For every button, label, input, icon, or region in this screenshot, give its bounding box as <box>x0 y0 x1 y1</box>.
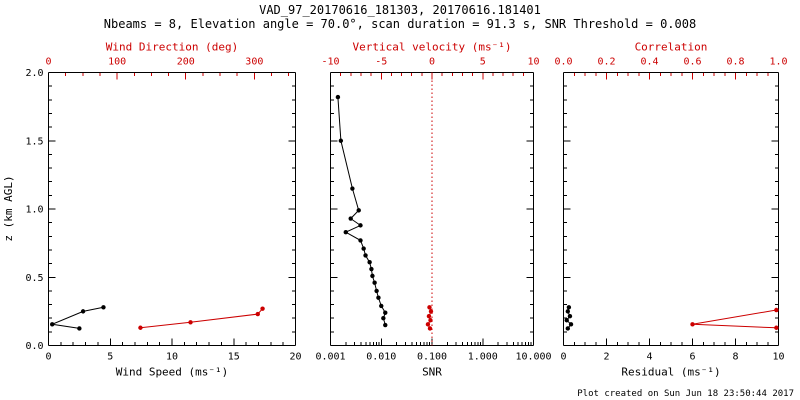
marker-snr <box>383 310 388 315</box>
x-tick-label: 5 <box>107 352 113 363</box>
top-tick-label: -10 <box>321 57 339 68</box>
top-tick-label: 0 <box>429 57 435 68</box>
marker-snr <box>363 253 368 258</box>
marker-snr <box>358 223 363 228</box>
marker-residual <box>568 322 574 327</box>
marker-snr <box>358 238 363 243</box>
y-axis-title: z (km AGL) <box>2 175 15 241</box>
marker-correlation <box>774 307 779 313</box>
top-axis-title: Wind Direction (deg) <box>106 41 238 54</box>
top-axis-title: Vertical velocity (ms⁻¹) <box>353 41 512 54</box>
x-tick-label: 15 <box>228 352 240 363</box>
marker-snr <box>383 322 388 328</box>
marker-snr <box>356 208 361 213</box>
top-tick-label: 0.0 <box>554 57 572 68</box>
x-tick-label: 0 <box>560 352 566 363</box>
x-tick-label: 0 <box>45 352 51 363</box>
y-tick-label: 1.5 <box>25 136 43 147</box>
marker-snr <box>379 303 384 309</box>
marker-residual <box>564 318 569 323</box>
top-tick-label: 300 <box>245 57 263 68</box>
x-tick-label: 1.000 <box>468 352 498 363</box>
x-tick-label: 4 <box>646 352 652 363</box>
bottom-axis-title: Wind Speed (ms⁻¹) <box>116 366 229 379</box>
marker-snr <box>369 266 374 272</box>
marker-snr <box>372 280 377 285</box>
plot-created-timestamp: Plot created on Sun Jun 18 23:50:44 2017 <box>577 389 794 399</box>
y-tick-label: 0.5 <box>25 273 43 284</box>
x-tick-label: 0.100 <box>417 352 447 363</box>
marker-snr <box>338 138 344 143</box>
marker-snr <box>348 216 353 221</box>
top-tick-label: 0.2 <box>597 57 615 68</box>
marker-wind-direction <box>260 306 265 311</box>
x-tick-label: 2 <box>603 352 609 363</box>
top-tick-label: 0.4 <box>640 57 658 68</box>
plot-title: VAD_97_20170616_181303, 20170616.181401 <box>259 3 541 17</box>
x-tick-label: 20 <box>289 352 301 363</box>
marker-wind-speed <box>50 322 55 327</box>
marker-residual <box>567 313 573 319</box>
marker-wind-speed <box>101 305 106 310</box>
marker-snr <box>370 273 375 279</box>
top-tick-label: 10 <box>527 57 539 68</box>
plot-subtitle: Nbeams = 8, Elevation angle = 70.0°, sca… <box>103 17 697 31</box>
bottom-axis-title: Residual (ms⁻¹) <box>621 366 720 379</box>
marker-snr <box>376 295 381 300</box>
marker-correlation <box>774 325 779 330</box>
marker-snr <box>350 186 355 191</box>
marker-wind-direction <box>188 320 193 325</box>
y-tick-label: 2.0 <box>25 68 43 79</box>
marker-wind-direction <box>255 311 260 317</box>
panel-residual: 0 2 4 6 8 10 Residual (ms⁻¹) 0.0 0.2 0.4 0.6 0.8 1.0… <box>554 41 787 379</box>
series-wind-speed <box>50 306 104 329</box>
marker-snr <box>343 230 348 235</box>
series-correlation <box>692 309 777 329</box>
marker-vertical-velocity <box>425 322 431 327</box>
marker-snr <box>367 260 372 265</box>
x-tick-label: 6 <box>689 352 695 363</box>
marker-vertical-velocity <box>428 318 433 323</box>
marker-snr <box>381 316 386 321</box>
marker-vertical-velocity <box>428 309 434 314</box>
marker-vertical-velocity <box>426 313 432 319</box>
x-tick-label: 0.001 <box>315 352 345 363</box>
series-wind-direction <box>140 308 263 329</box>
marker-snr <box>361 246 366 251</box>
x-tick-label: 10 <box>772 352 784 363</box>
marker-snr <box>335 94 341 100</box>
x-tick-label: 10.000 <box>515 352 551 363</box>
marker-residual <box>566 305 572 310</box>
x-tick-label: 8 <box>732 352 738 363</box>
y-tick-label: 0.0 <box>25 341 43 352</box>
top-tick-label: 200 <box>177 57 195 68</box>
marker-wind-speed <box>77 326 82 331</box>
marker-residual <box>565 326 570 331</box>
bottom-axis-title: SNR <box>422 366 442 379</box>
top-tick-label: 5 <box>480 57 486 68</box>
top-tick-label: 100 <box>108 57 126 68</box>
panel-snr: 0.001 0.010 0.100 1.000 10.000 SNR -10 -5 0 5 10 Ve… <box>315 41 551 379</box>
top-axis-title: Correlation <box>635 41 708 54</box>
x-tick-label: 10 <box>166 352 178 363</box>
marker-wind-direction <box>138 325 143 330</box>
marker-residual <box>565 309 570 314</box>
marker-correlation <box>690 322 695 327</box>
top-tick-label: 0.6 <box>683 57 701 68</box>
marker-wind-speed <box>80 309 86 314</box>
top-tick-label: 0 <box>45 57 51 68</box>
top-tick-label: -5 <box>375 57 387 68</box>
marker-vertical-velocity <box>427 326 433 331</box>
y-tick-label: 1.0 <box>25 205 43 216</box>
marker-snr <box>374 288 379 294</box>
x-tick-label: 0.010 <box>366 352 396 363</box>
top-tick-label: 0.8 <box>726 57 744 68</box>
marker-vertical-velocity <box>427 305 432 310</box>
top-tick-label: 1.0 <box>769 57 787 68</box>
